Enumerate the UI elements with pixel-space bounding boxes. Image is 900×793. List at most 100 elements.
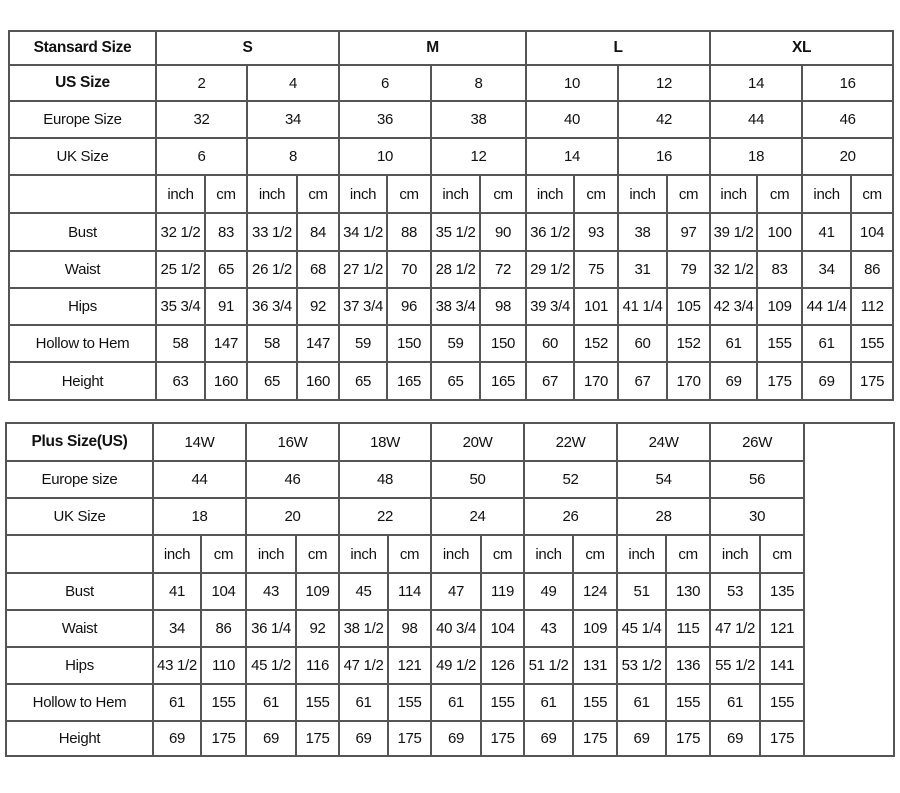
empty-cell [8,174,157,214]
us-size-cell: 6 [338,64,433,102]
uk-size-label: UK Size [8,137,157,176]
measurement-value: 88 [386,212,433,252]
measurement-value: 119 [480,572,526,611]
table-row: UK Size 6 8 10 12 14 16 18 20 [8,137,895,176]
unit-inch: inch [152,534,202,574]
measurement-value: 69 [245,720,298,757]
measurement-value: 43 1/2 [152,646,202,685]
measurement-value: 59 [338,324,389,363]
measurement-label: Hollow to Hem [5,683,154,722]
unit-cm: cm [756,174,804,214]
measurement-value: 109 [572,609,619,648]
plus-size-22w: 22W [523,422,619,462]
measurement-value: 61 [709,324,759,363]
measurement-value: 53 [709,572,762,611]
measurement-value: 34 [801,250,853,289]
measurement-value: 43 [245,572,298,611]
measurement-value: 105 [666,287,712,326]
uk-size-cell: 20 [801,137,895,176]
measurement-value: 84 [295,212,341,252]
unit-inch: inch [616,534,668,574]
measurement-value: 155 [850,324,895,363]
measurement-value: 112 [850,287,895,326]
us-size-cell: 2 [155,64,248,102]
uk-size-cell: 8 [245,137,341,176]
unit-cm: cm [199,534,248,574]
uk-size-cell: 20 [245,497,341,536]
measurement-value: 175 [295,720,341,757]
unit-cm: cm [204,174,248,214]
measurement-value: 37 3/4 [338,287,389,326]
measurement-value: 34 1/2 [338,212,389,252]
europe-size-cell: 34 [245,100,341,139]
size-group-s: S [154,30,341,66]
measurement-value: 126 [480,646,526,685]
measurement-value: 165 [386,361,433,401]
unit-inch: inch [801,174,853,214]
measurement-value: 104 [480,609,526,648]
uk-size-cell: 14 [525,137,620,176]
measurement-value: 36 1/4 [245,609,298,648]
measurement-value: 35 3/4 [155,287,206,326]
table-row: Stansard Size S M L XL [8,30,895,66]
uk-size-cell: 26 [523,497,619,536]
table-row: Hips 35 3/4 91 36 3/4 92 37 3/4 96 38 3/4 98 39 3… [8,287,895,326]
unit-cm: cm [666,174,712,214]
europe-size-label: Europe size [5,460,154,499]
measurement-value: 86 [199,609,248,648]
measurement-value: 97 [666,212,712,252]
table-row: Europe Size 32 34 36 38 40 42 44 46 [8,100,895,139]
plus-size-table: Plus Size(US) 14W 16W 18W 20W 22W 24W 26W Europe… [5,422,896,757]
table-row: Height 69 175 69 175 69 175 69 175 69 175 69 175 69 17… [5,720,894,757]
measurement-value: 83 [756,250,804,289]
measurement-value: 47 1/2 [338,646,390,685]
measurement-label: Hips [5,646,154,685]
measurement-label: Height [8,361,157,401]
size-group-m: M [338,30,528,66]
measurement-value: 69 [616,720,668,757]
unit-inch: inch [430,534,483,574]
measurement-value: 59 [430,324,482,363]
plus-size-26w: 26W [709,422,806,462]
unit-inch: inch [338,174,389,214]
measurement-value: 114 [387,572,433,611]
measurement-value: 170 [666,361,712,401]
table-row: Waist 34 86 36 1/4 92 38 1/2 98 40 3/4 104 43 109 4… [5,609,894,648]
measurement-value: 28 1/2 [430,250,482,289]
table-row: Hollow to Hem 58 147 58 147 59 150 59 150 60 152 60… [8,324,895,363]
measurement-value: 42 3/4 [709,287,759,326]
europe-size-cell: 38 [430,100,528,139]
measurement-value: 60 [617,324,669,363]
measurement-value: 68 [295,250,341,289]
measurement-value: 61 [430,683,483,722]
us-size-cell: 8 [430,64,528,102]
measurement-value: 39 1/2 [709,212,759,252]
size-group-l: L [525,30,712,66]
table-row: Plus Size(US) 14W 16W 18W 20W 22W 24W 26W [5,422,896,757]
europe-size-cell: 32 [155,100,248,139]
measurement-value: 29 1/2 [525,250,576,289]
unit-cm: cm [573,174,620,214]
measurement-label: Bust [8,212,157,252]
standard-size-table: Stansard Size S M L XL US Size 2 4 6 8 10 12 14 16 Eur… [8,30,895,401]
measurement-value: 155 [756,324,804,363]
measurement-value: 175 [480,720,526,757]
europe-size-cell: 54 [616,460,712,499]
measurement-value: 69 [709,361,759,401]
measurement-value: 115 [665,609,712,648]
measurement-value: 32 1/2 [709,250,759,289]
unit-cm: cm [665,534,712,574]
measurement-value: 58 [155,324,206,363]
uk-size-cell: 22 [338,497,433,536]
measurement-value: 31 [617,250,669,289]
measurement-value: 104 [850,212,895,252]
measurement-value: 26 1/2 [246,250,298,289]
measurement-value: 69 [152,720,202,757]
uk-size-cell: 24 [430,497,526,536]
measurement-value: 33 1/2 [246,212,298,252]
measurement-value: 75 [573,250,620,289]
measurement-value: 141 [759,646,806,685]
measurement-label: Bust [5,572,154,611]
measurement-value: 65 [246,361,298,401]
us-size-cell: 16 [801,64,895,102]
